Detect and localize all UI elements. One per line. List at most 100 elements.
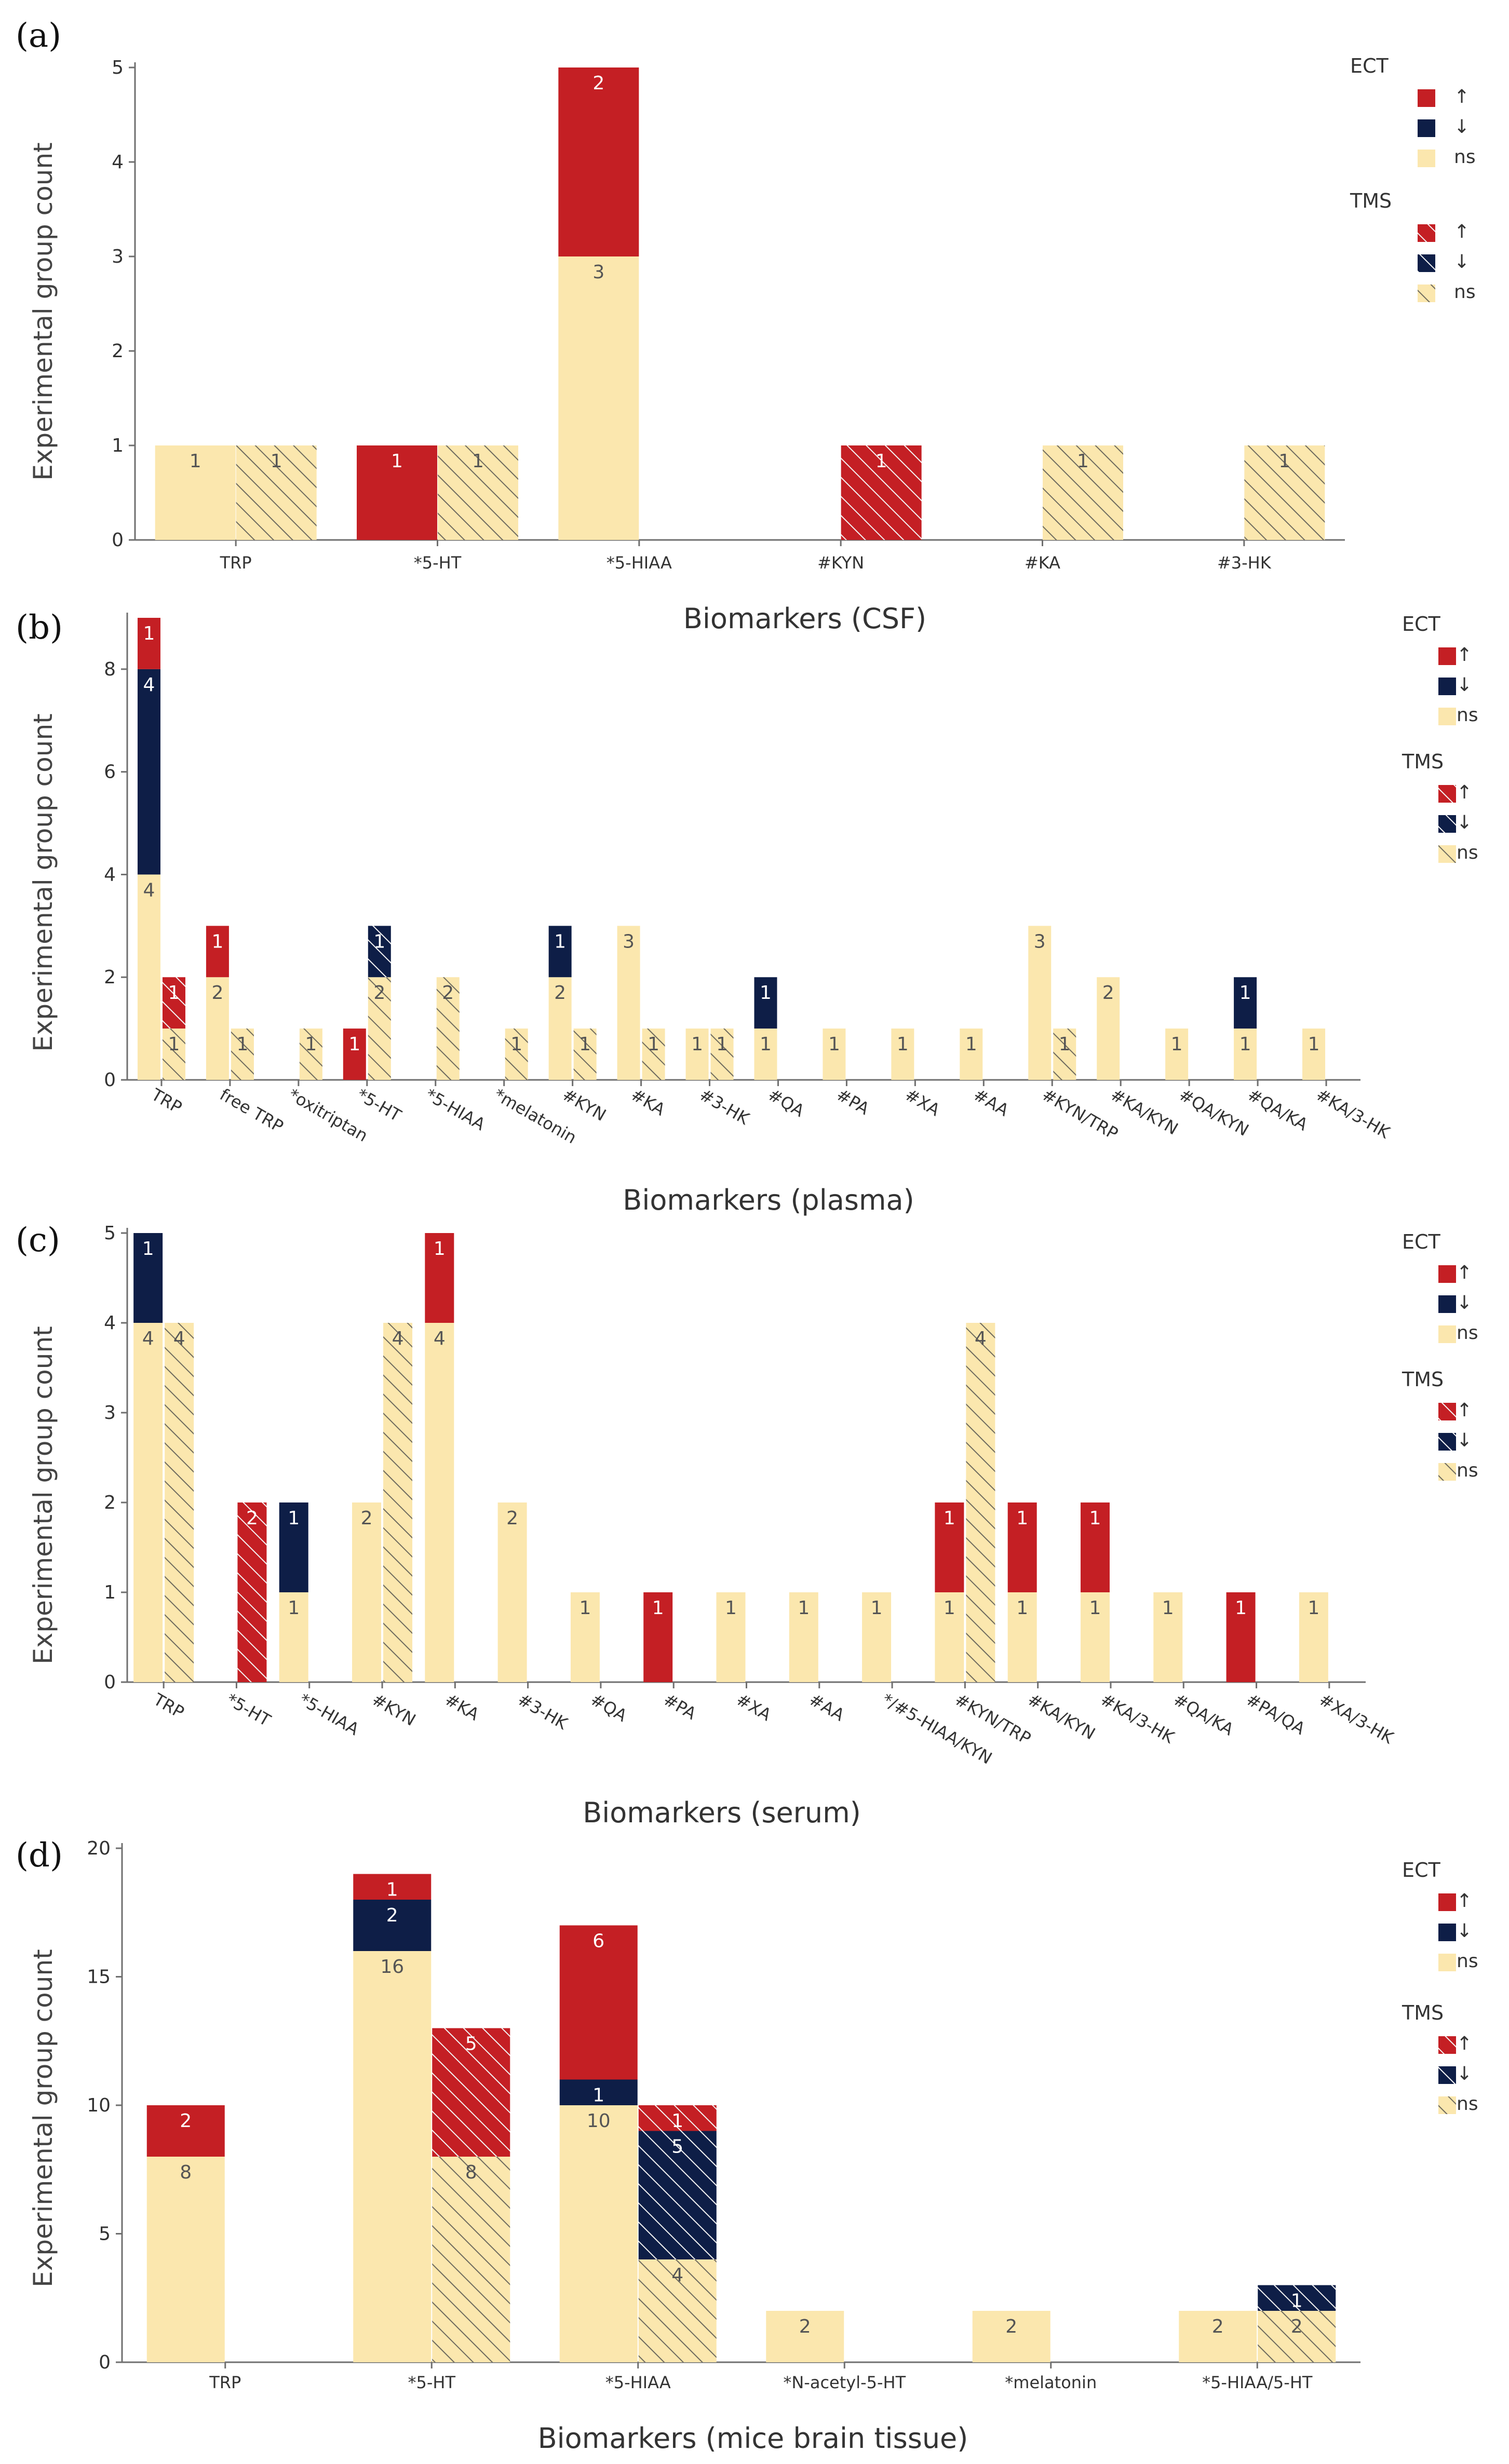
bar-ect-up bbox=[353, 1874, 432, 1900]
bar-value-label: 3 bbox=[592, 262, 604, 283]
bar-ect-ns bbox=[1302, 1028, 1326, 1080]
y-tick-label: 2 bbox=[104, 1492, 116, 1513]
bar-ect-ns bbox=[279, 1592, 308, 1682]
bar-ect-up bbox=[935, 1502, 964, 1592]
bar-value-label: 1 bbox=[875, 451, 887, 472]
x-tick-label: #XA bbox=[733, 1689, 775, 1725]
x-tick-label: *5-HT bbox=[414, 553, 462, 573]
bar-value-label: 3 bbox=[623, 931, 635, 952]
x-tick-label: #XA/3-HK bbox=[1316, 1689, 1397, 1748]
legend-ect-down-swatch bbox=[1438, 1295, 1456, 1313]
legend-ect-ns-swatch bbox=[1438, 708, 1456, 725]
bar-ect-ns bbox=[1165, 1028, 1189, 1080]
x-tick-label: #XA bbox=[901, 1085, 943, 1120]
bar-value-label: 1 bbox=[434, 1238, 446, 1260]
y-axis-label: Experimental group count bbox=[28, 1949, 58, 2287]
bar-value-label: 1 bbox=[798, 1597, 810, 1619]
bar-value-label: 2 bbox=[799, 2316, 811, 2337]
x-tick-label: #KYN/TRP bbox=[1039, 1085, 1121, 1144]
bar-value-label: 1 bbox=[579, 1597, 591, 1619]
bar-ect-up bbox=[1007, 1502, 1037, 1592]
bar-value-label: 1 bbox=[1059, 1034, 1071, 1055]
bar-value-label: 1 bbox=[1089, 1508, 1101, 1529]
bar-value-label: 1 bbox=[288, 1597, 300, 1619]
bar-value-label: 2 bbox=[442, 982, 454, 1004]
legend-ect-ns-label: ns bbox=[1454, 146, 1476, 168]
bar-value-label: 1 bbox=[373, 931, 385, 952]
x-tick-label: #QA/KA bbox=[1244, 1085, 1311, 1134]
y-tick-label: 1 bbox=[112, 435, 124, 456]
bar-value-label: 4 bbox=[143, 674, 155, 696]
panel-b: (b) Experimental group count Biomarkers … bbox=[16, 608, 1478, 1216]
legend-tms-up-swatch bbox=[1438, 1403, 1456, 1420]
bar-ect-ns bbox=[548, 977, 572, 1080]
bar-value-label: 2 bbox=[554, 982, 566, 1004]
bar-ect-up bbox=[357, 445, 437, 540]
bar-ect-up bbox=[137, 618, 160, 669]
bar-tms-up bbox=[162, 977, 185, 1029]
y-axis-label: Experimental group count bbox=[28, 713, 58, 1052]
legend-ect-ns-swatch bbox=[1418, 150, 1435, 167]
x-tick-label: #KA/KYN bbox=[1025, 1689, 1099, 1744]
bar-value-label: 1 bbox=[1308, 1597, 1319, 1619]
bar-tms-ns bbox=[383, 1323, 413, 1682]
bar-value-label: 4 bbox=[392, 1328, 404, 1349]
bar-value-label: 2 bbox=[386, 1905, 398, 1926]
panel-label: (d) bbox=[16, 1836, 63, 1875]
bar-value-label: 10 bbox=[587, 2110, 611, 2132]
legend-ect-up-swatch bbox=[1418, 89, 1435, 107]
bar-value-label: 1 bbox=[143, 623, 155, 644]
legend-tms-down-label: ↓ bbox=[1457, 812, 1472, 833]
legend-ect-down-label: ↓ bbox=[1457, 674, 1472, 696]
bar-tms-ns bbox=[1053, 1028, 1076, 1080]
bar-ect-up bbox=[559, 1925, 638, 2080]
legend-tms-ns-label: ns bbox=[1457, 842, 1478, 863]
legend-tms-down-swatch bbox=[1438, 815, 1456, 833]
bar-value-label: 1 bbox=[305, 1034, 317, 1055]
bar-value-label: 1 bbox=[671, 2110, 683, 2132]
bar-value-label: 2 bbox=[1102, 982, 1114, 1004]
bar-tms-ns bbox=[966, 1323, 995, 1682]
bar-ect-ns bbox=[425, 1323, 454, 1682]
bar-ect-ns bbox=[352, 1502, 382, 1682]
legend-ect-title: ECT bbox=[1402, 613, 1441, 635]
bar-tms-ns bbox=[165, 1323, 194, 1682]
legend-ect-up-swatch bbox=[1438, 647, 1456, 665]
bar-value-label: 1 bbox=[1016, 1597, 1028, 1619]
bar-value-label: 2 bbox=[1005, 2316, 1017, 2337]
bar-value-label: 1 bbox=[691, 1034, 703, 1055]
legend-tms-up-label: ↑ bbox=[1457, 782, 1472, 803]
bar-ect-ns bbox=[754, 1028, 777, 1080]
bar-ect-up bbox=[146, 2105, 225, 2157]
legend-ect-up-swatch bbox=[1438, 1265, 1456, 1283]
legend-tms-down-swatch bbox=[1438, 2066, 1456, 2084]
bar-tms-ns bbox=[438, 445, 518, 540]
bar-value-label: 1 bbox=[1077, 451, 1089, 472]
bar-tms-ns bbox=[710, 1028, 734, 1080]
panel-c: (c) Experimental group count Biomarkers … bbox=[16, 1221, 1478, 1829]
bar-ect-down bbox=[137, 669, 160, 875]
bar-value-label: 1 bbox=[1235, 1597, 1247, 1619]
bar-value-label: 1 bbox=[1162, 1597, 1174, 1619]
x-tick-label: #KYN bbox=[817, 553, 864, 573]
bar-value-label: 2 bbox=[180, 2110, 192, 2132]
bar-ect-up bbox=[643, 1592, 673, 1682]
legend-tms-up-swatch bbox=[1438, 2036, 1456, 2054]
bar-ect-ns bbox=[146, 2157, 225, 2362]
legend-tms-ns-swatch bbox=[1418, 285, 1435, 302]
panel-d: (d) Experimental group count Biomarkers … bbox=[16, 1836, 1478, 2455]
x-tick-label: *5-HT bbox=[223, 1689, 274, 1730]
bar-ect-ns bbox=[935, 1592, 964, 1682]
bar-ect-down bbox=[548, 926, 572, 978]
x-tick-label: *5-HIAA bbox=[296, 1689, 362, 1739]
bar-value-label: 1 bbox=[871, 1597, 883, 1619]
x-axis-label: Biomarkers (CSF) bbox=[683, 602, 926, 635]
x-tick-label: #KA/3-HK bbox=[1313, 1085, 1394, 1143]
x-tick-label: #KYN bbox=[559, 1085, 610, 1125]
x-tick-label: TRP bbox=[209, 2373, 241, 2392]
x-tick-label: *5-HIAA bbox=[607, 553, 672, 573]
bar-value-label: 1 bbox=[760, 982, 772, 1004]
legend-tms-down-swatch bbox=[1438, 1433, 1456, 1451]
legend-tms-ns-label: ns bbox=[1454, 281, 1476, 303]
y-tick-label: 5 bbox=[112, 57, 124, 78]
